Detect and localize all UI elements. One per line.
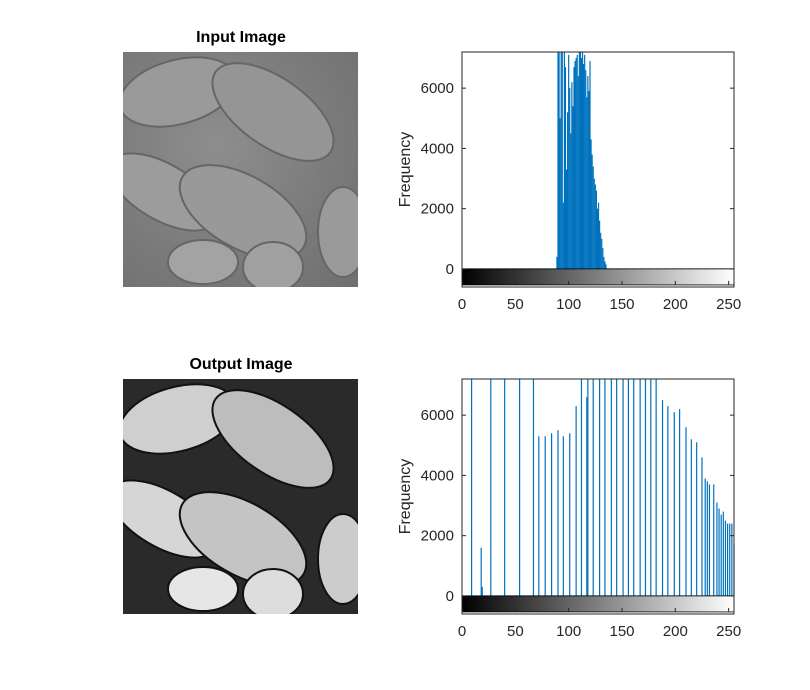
y-tick-label: 6000	[421, 407, 454, 424]
grayscale-colorbar	[461, 595, 735, 613]
output-histogram: 0 2000 4000 6000 0 50 100 150 200 250 Frequency	[397, 378, 741, 640]
y-tick-label: 0	[446, 588, 454, 605]
y-tick-label: 0	[446, 261, 454, 278]
y-tick-label: 2000	[421, 528, 454, 545]
axes-box	[461, 51, 735, 288]
y-axis-label: Frequency	[397, 459, 414, 535]
x-tick-label: 250	[716, 623, 741, 640]
x-tick-label: 100	[556, 623, 581, 640]
x-tick-label: 200	[663, 623, 688, 640]
output-image-title: Output Image	[189, 356, 293, 373]
x-tick-label: 200	[663, 296, 688, 313]
x-tick-label: 150	[609, 623, 634, 640]
plot-area	[462, 379, 734, 614]
input-image	[123, 52, 358, 287]
x-tick-label: 0	[458, 623, 466, 640]
x-tick-label: 100	[556, 296, 581, 313]
x-tick-label: 0	[458, 296, 466, 313]
input-histogram: 0 2000 4000 6000 0 50 100 150 200 250 Frequency	[397, 51, 741, 313]
x-tick-label: 50	[507, 296, 524, 313]
output-image	[123, 379, 358, 614]
x-tick-label: 150	[609, 296, 634, 313]
input-image-title: Input Image	[196, 29, 286, 46]
x-tick-label: 50	[507, 623, 524, 640]
y-tick-label: 4000	[421, 467, 454, 484]
y-tick-label: 6000	[421, 80, 454, 97]
x-tick-label: 250	[716, 296, 741, 313]
y-tick-label: 2000	[421, 201, 454, 218]
y-axis-label: Frequency	[397, 132, 414, 208]
y-tick-label: 4000	[421, 140, 454, 157]
grayscale-colorbar	[461, 268, 735, 286]
axes-box	[461, 378, 735, 615]
